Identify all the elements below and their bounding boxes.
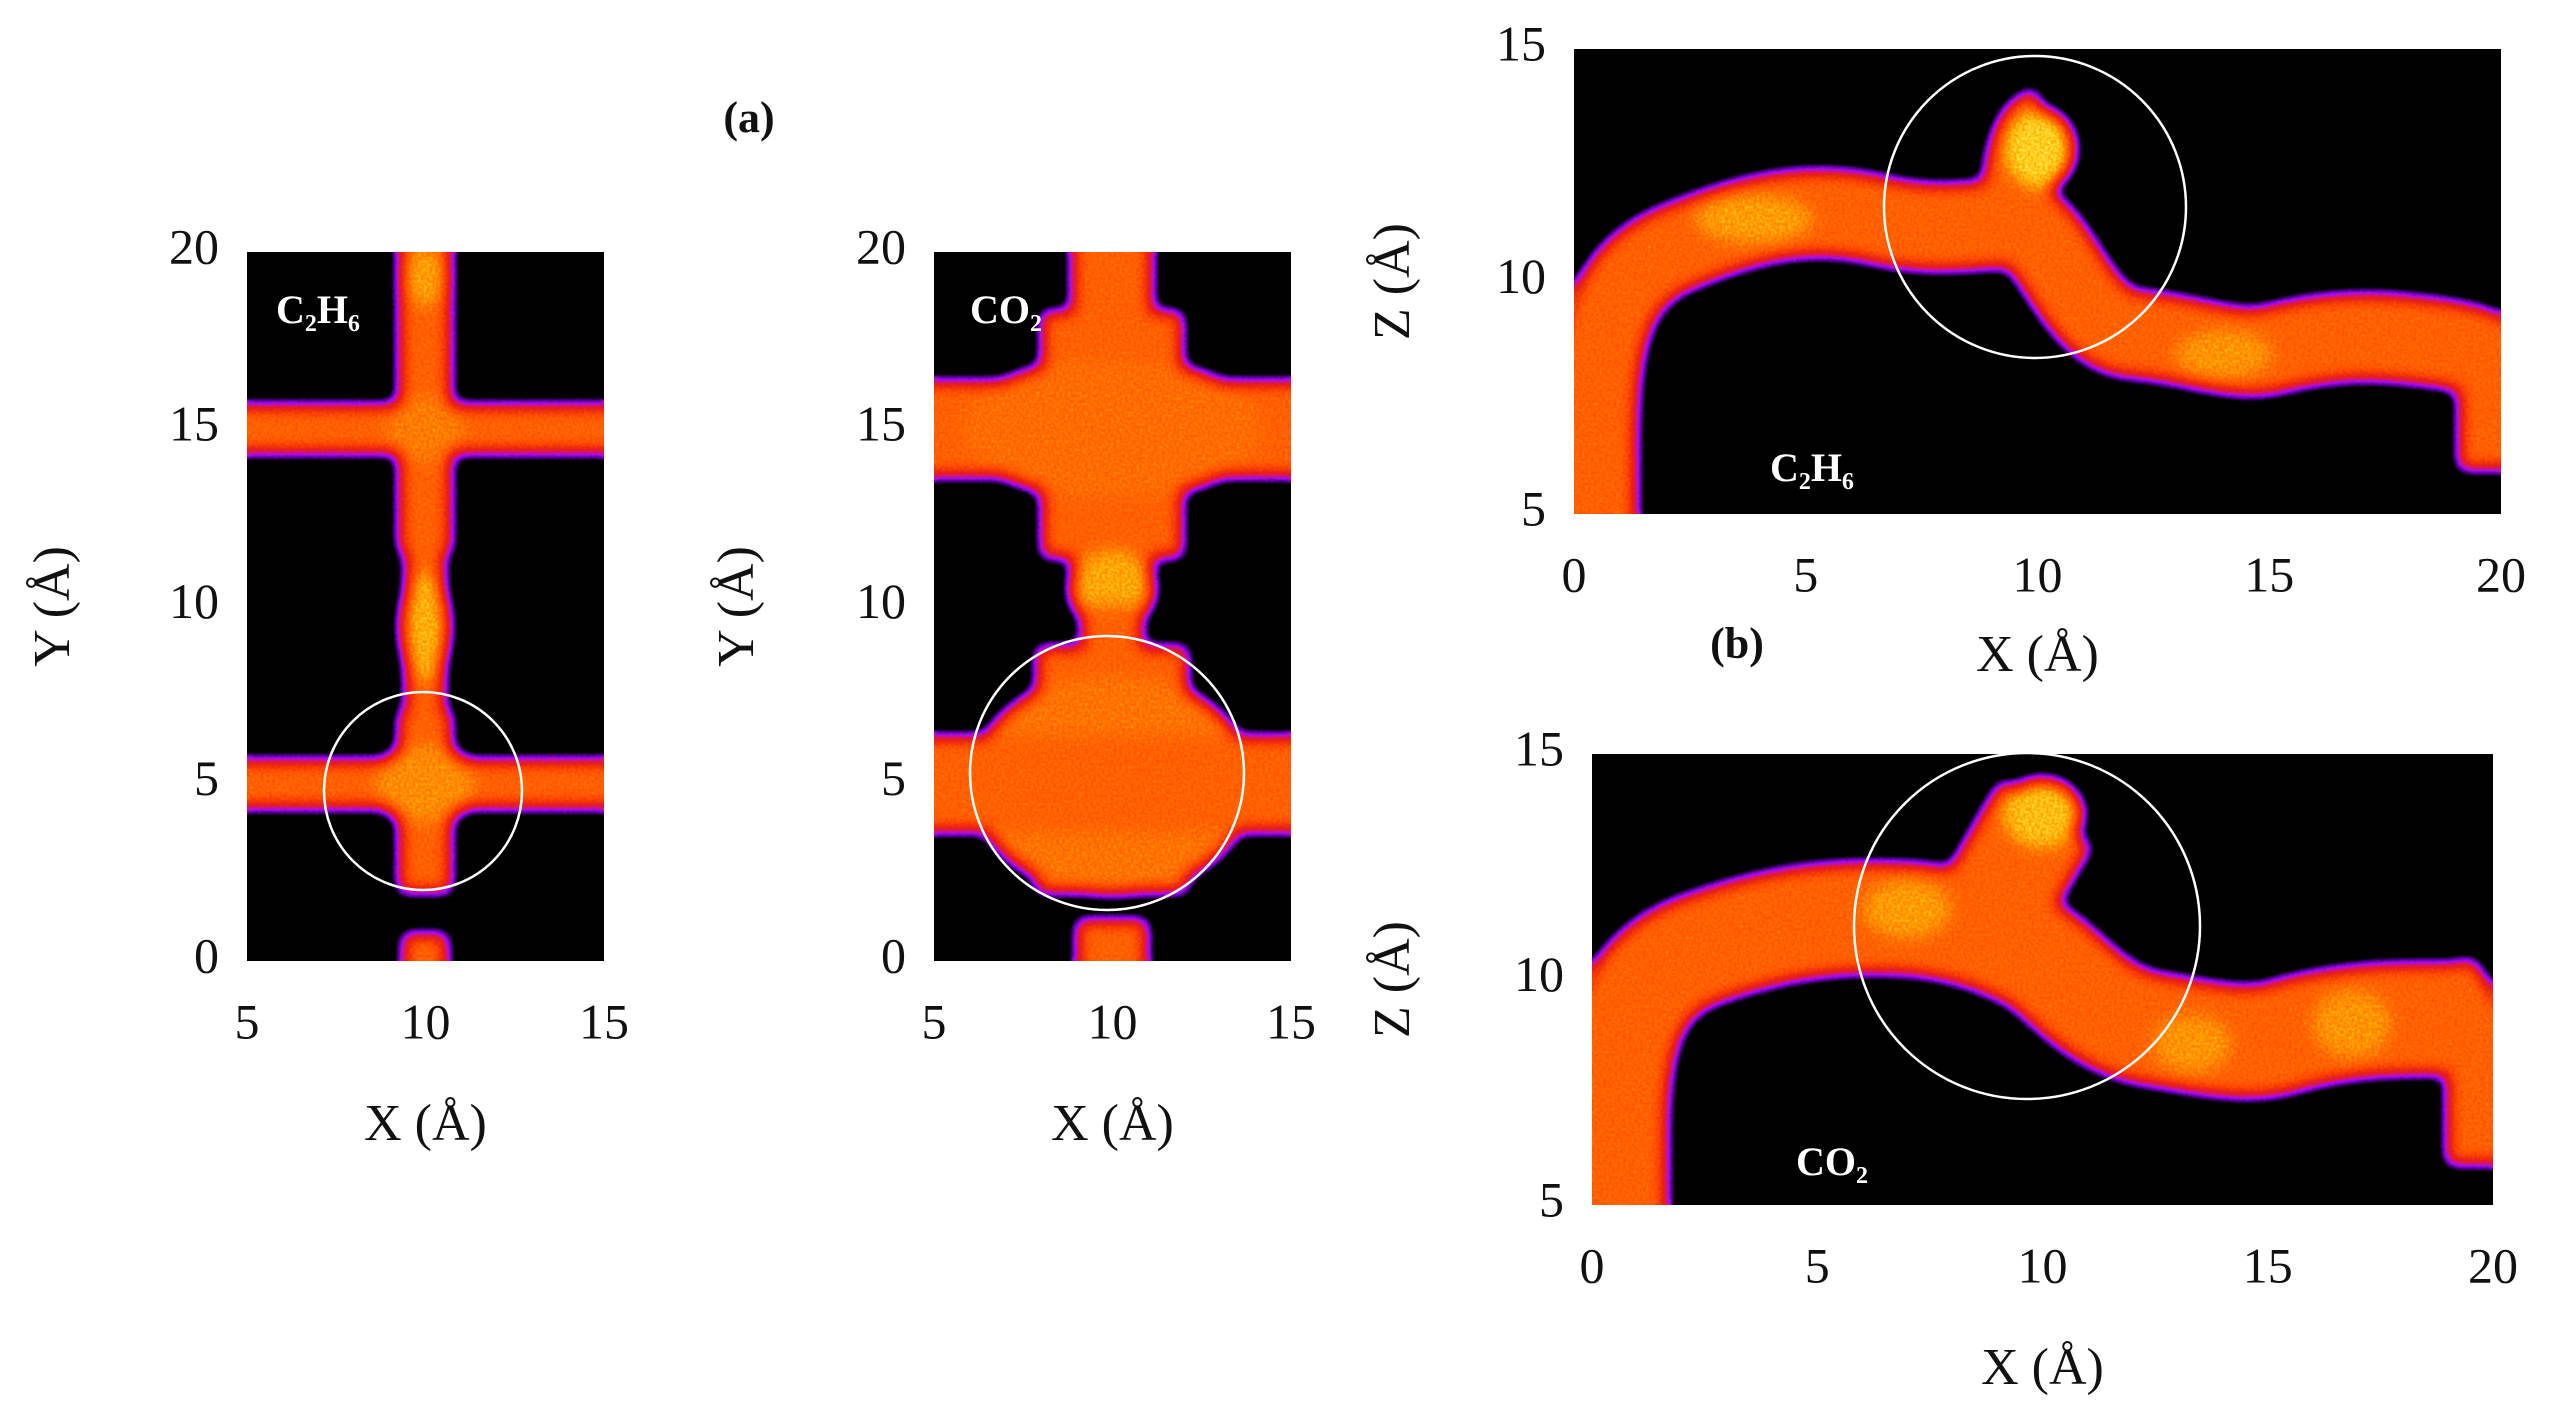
x-tick-label: 15 xyxy=(2243,1237,2293,1293)
x-tick-label: 5 xyxy=(922,993,947,1049)
y-tick-label: 0 xyxy=(881,927,906,983)
x-tick-label: 0 xyxy=(1562,546,1587,602)
highlight-circle xyxy=(322,690,524,892)
x-tick-label: 0 xyxy=(1580,1237,1605,1293)
x-tick-label: 10 xyxy=(2013,546,2063,602)
x-axis-title: X (Å) xyxy=(1051,1095,1174,1152)
x-tick-label: 15 xyxy=(2244,546,2294,602)
y-tick-label: 10 xyxy=(1496,248,1546,304)
x-tick-label: 10 xyxy=(2018,1237,2068,1293)
y-tick-label: 5 xyxy=(1539,1171,1564,1227)
x-axis-title: X (Å) xyxy=(364,1095,487,1152)
inset-label: C₂H₆ xyxy=(1770,445,1854,490)
x-axis-title: X (Å) xyxy=(1976,626,2099,683)
density-map xyxy=(1574,49,2501,514)
y-tick-label: 10 xyxy=(169,573,219,629)
inset-label: CO₂ xyxy=(1796,1139,1868,1184)
y-tick-label: 20 xyxy=(169,218,219,274)
x-tick-label: 20 xyxy=(2468,1237,2518,1293)
y-tick-label: 10 xyxy=(1514,946,1564,1002)
x-tick-label: 5 xyxy=(1805,1237,1830,1293)
highlight-circle xyxy=(1852,751,2202,1101)
highlight-circle xyxy=(1882,54,2188,360)
x-axis-title: X (Å) xyxy=(1981,1339,2104,1396)
y-axis-title: Z (Å) xyxy=(1364,223,1421,340)
y-tick-label: 5 xyxy=(881,750,906,806)
highlight-circle xyxy=(968,634,1246,912)
inset-label: C₂H₆ xyxy=(276,287,360,332)
x-tick-label: 15 xyxy=(579,993,629,1049)
panel-label: (b) xyxy=(1710,619,1764,668)
y-tick-label: 15 xyxy=(856,396,906,452)
y-tick-label: 15 xyxy=(169,396,219,452)
y-tick-label: 15 xyxy=(1496,15,1546,71)
highlight-circles xyxy=(322,54,2202,1101)
x-tick-label: 10 xyxy=(1088,993,1138,1049)
y-tick-label: 5 xyxy=(1521,480,1546,536)
x-tick-label: 5 xyxy=(235,993,260,1049)
y-axis-title: Y (Å) xyxy=(24,546,81,667)
y-tick-label: 0 xyxy=(194,927,219,983)
y-axis-title: Z (Å) xyxy=(1364,921,1421,1038)
x-tick-label: 10 xyxy=(401,993,451,1049)
y-tick-label: 5 xyxy=(194,750,219,806)
inset-label: CO₂ xyxy=(970,287,1042,332)
y-axis-title: Y (Å) xyxy=(708,546,765,667)
x-tick-label: 20 xyxy=(2476,546,2526,602)
density-map xyxy=(247,252,604,961)
panel-label: (a) xyxy=(723,93,774,142)
y-tick-label: 15 xyxy=(1514,720,1564,776)
y-tick-label: 10 xyxy=(856,573,906,629)
x-tick-label: 15 xyxy=(1266,993,1316,1049)
x-tick-label: 5 xyxy=(1793,546,1818,602)
density-map xyxy=(1592,754,2493,1205)
y-tick-label: 20 xyxy=(856,218,906,274)
density-map xyxy=(934,252,1291,961)
